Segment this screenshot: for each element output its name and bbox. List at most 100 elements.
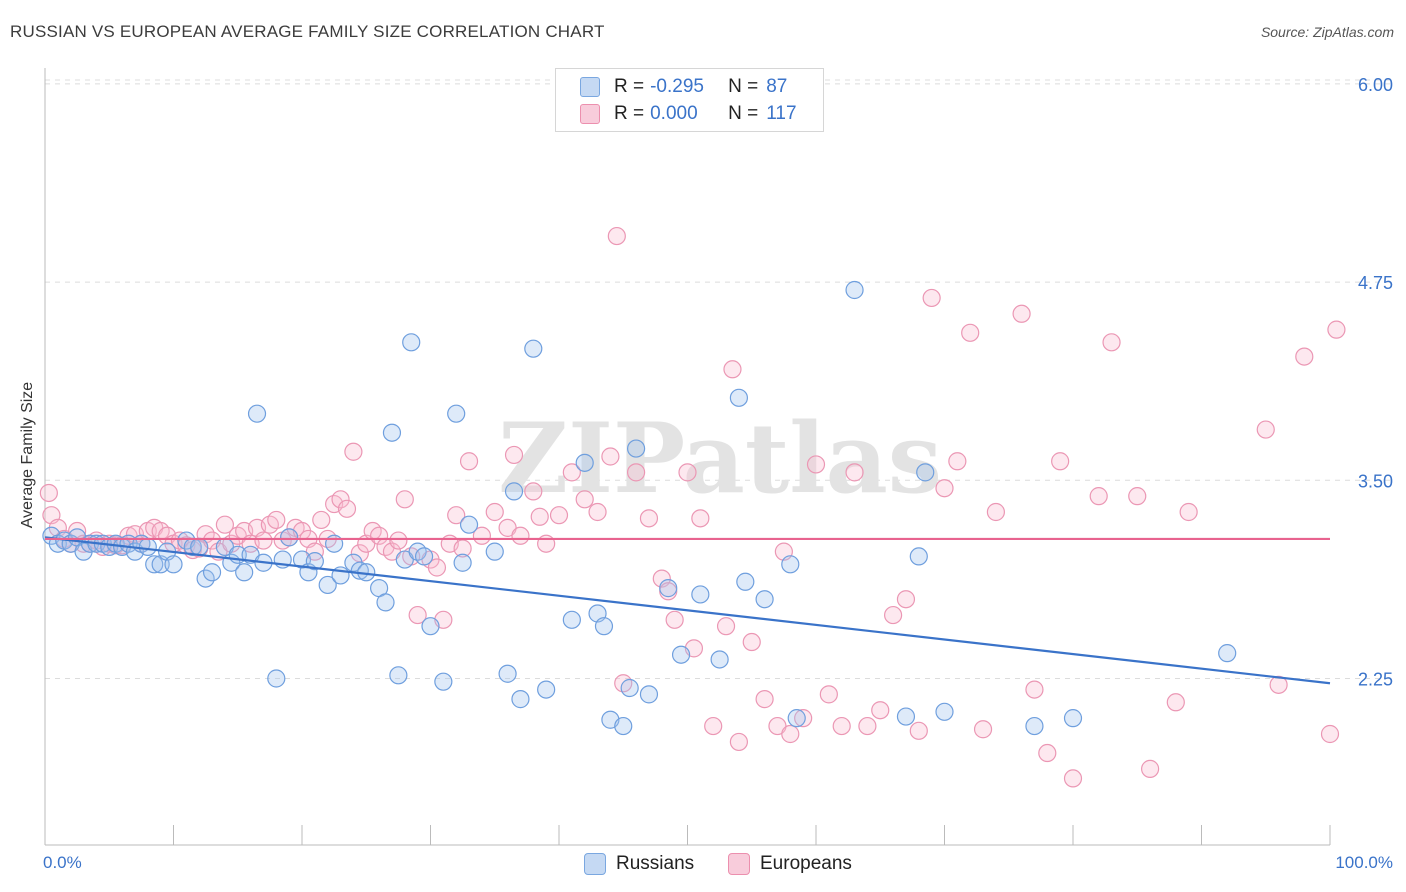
russian-point — [402, 333, 421, 352]
x-tick-label-max: 100.0% — [1335, 853, 1393, 872]
european-point — [39, 483, 58, 503]
european-point — [832, 716, 851, 736]
russian-point — [909, 547, 928, 566]
european-point — [408, 605, 427, 625]
russian-point — [280, 528, 299, 547]
legend-row-europeans: R = 0.000 N = 117 — [580, 102, 797, 126]
russian-point — [318, 575, 337, 595]
axes — [44, 68, 1331, 846]
russian-point — [537, 680, 556, 699]
russian-point — [305, 552, 324, 571]
russian-point — [325, 534, 344, 553]
legend-n-value: 87 — [766, 76, 788, 97]
european-point — [254, 531, 273, 550]
y-tick-label: 6.00 — [1358, 75, 1393, 95]
russian-point — [447, 404, 466, 423]
bottom-legend-europeans: Europeans — [728, 852, 852, 876]
european-point — [729, 732, 749, 752]
russian-point — [498, 664, 517, 683]
european-point — [427, 558, 447, 577]
russian-point — [434, 672, 453, 691]
european-point — [935, 479, 954, 498]
european-point — [716, 617, 736, 636]
european-point — [537, 534, 556, 553]
european-point — [215, 515, 234, 534]
russian-point — [504, 482, 524, 501]
russian-point — [235, 563, 254, 582]
european-point — [344, 442, 363, 461]
russian-point — [485, 542, 504, 561]
grid-lines — [45, 79, 1395, 679]
russians-legend-label: Russians — [616, 853, 695, 874]
european-point — [1320, 724, 1340, 744]
european-point — [781, 724, 800, 744]
europeans-swatch — [580, 104, 600, 124]
european-point — [562, 463, 581, 482]
russian-point — [787, 709, 806, 728]
russian-point — [202, 563, 222, 582]
legend-r-label: R = — [614, 76, 645, 97]
european-point — [1063, 769, 1083, 788]
european-point — [1012, 304, 1031, 323]
russian-point — [659, 579, 678, 598]
legend-row-russians: R = -0.295 N = 87 — [580, 75, 787, 99]
european-point — [794, 709, 813, 728]
chart-title: RUSSIAN VS EUROPEAN AVERAGE FAMILY SIZE … — [10, 22, 605, 41]
european-point — [678, 463, 697, 482]
european-point — [909, 721, 928, 740]
european-point — [845, 463, 864, 482]
russian-point — [459, 515, 479, 534]
european-point — [973, 720, 993, 739]
european-point — [504, 445, 524, 465]
european-point — [607, 226, 626, 246]
european-point — [961, 323, 980, 342]
legend-r-value: 0.000 — [650, 103, 698, 124]
european-point — [1140, 759, 1160, 778]
trend-lines — [44, 536, 1331, 685]
russian-point — [729, 388, 749, 407]
european-point — [1102, 333, 1121, 352]
european-point — [1295, 347, 1314, 366]
russian-point — [414, 547, 434, 566]
european-point — [1089, 487, 1108, 506]
european-point — [691, 509, 710, 528]
european-point — [1166, 693, 1185, 712]
european-point — [626, 463, 646, 482]
russian-point — [614, 716, 633, 736]
european-point — [459, 452, 479, 471]
correlation-legend: R = -0.295 N = 87 R = 0.000 N = 117 — [555, 68, 824, 132]
european-point — [819, 685, 838, 704]
european-point — [639, 509, 659, 528]
russians-points — [42, 280, 1237, 736]
european-point — [986, 502, 1006, 522]
russian-point — [710, 650, 729, 669]
european-point — [1179, 502, 1198, 522]
russian-point — [164, 555, 183, 574]
russian-point — [575, 453, 594, 472]
european-point — [601, 447, 620, 466]
russians-swatch — [580, 77, 600, 97]
european-point — [1128, 487, 1147, 506]
russian-point — [935, 702, 954, 721]
russian-point — [1025, 716, 1044, 736]
european-point — [1327, 320, 1346, 339]
russian-point — [511, 690, 530, 709]
european-point — [665, 610, 684, 629]
russian-point — [845, 280, 864, 300]
y-tick-label: 2.25 — [1358, 670, 1393, 690]
legend-n-label: N = — [728, 103, 759, 124]
european-point — [447, 506, 466, 525]
european-point — [312, 510, 331, 530]
russian-point — [781, 555, 800, 574]
russian-point — [421, 617, 440, 636]
european-point — [1256, 420, 1275, 439]
russian-point — [594, 617, 614, 636]
russian-point — [1063, 709, 1083, 728]
bottom-legend-russians: Russians — [584, 852, 694, 876]
european-point — [806, 455, 826, 474]
legend-r-value: -0.295 — [650, 76, 704, 97]
russian-point — [736, 572, 755, 591]
russian-point — [562, 610, 581, 629]
european-point — [871, 701, 890, 720]
